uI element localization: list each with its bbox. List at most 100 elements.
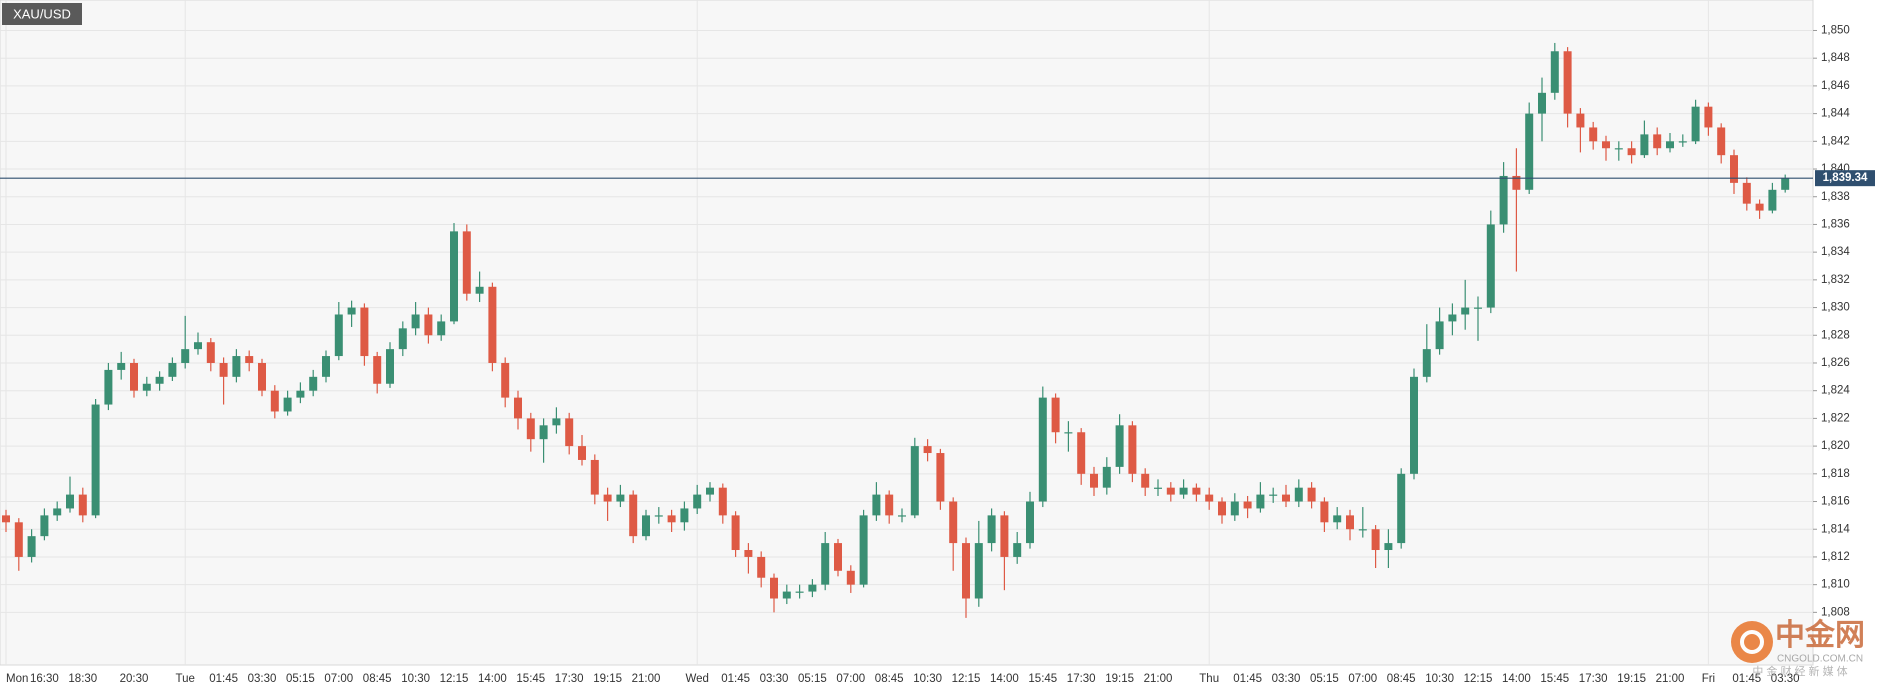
y-tick-label: 1,834 [1821,246,1850,258]
x-tick-label: 08:45 [363,673,392,685]
y-tick-label: 1,850 [1821,25,1850,37]
y-tick-label: 1,814 [1821,523,1850,535]
candle-body [104,369,113,405]
candle-body [1013,543,1022,557]
y-tick-label: 1,836 [1821,218,1850,230]
overlay-layer: 1,839.34 [0,170,1875,187]
candle-body [206,342,215,363]
y-tick-label: 1,848 [1821,52,1850,64]
candle-body [629,494,638,537]
candle-body [1397,473,1406,544]
x-tick-label: 07:00 [836,673,865,685]
candle-body [757,556,766,578]
candle-body [667,515,676,523]
candle-body [360,307,369,357]
candle-body [1269,494,1278,496]
candle-body [1742,182,1751,204]
symbol-badge [2,3,82,25]
candle-body [1755,203,1764,211]
candle-body [462,231,471,294]
candle-body [1230,501,1239,516]
x-tick-label: 14:00 [990,673,1019,685]
y-tick-label: 1,842 [1821,135,1850,147]
candle-body [885,494,894,516]
x-tick-label: 10:30 [1425,673,1454,685]
candle-body [1563,51,1572,114]
candle-body [782,591,791,599]
candle-body [1166,487,1175,495]
candle-body [450,231,458,322]
x-tick-label: 07:00 [324,673,353,685]
x-tick-label: 18:30 [68,673,97,685]
candle-body [1294,487,1303,502]
candle-body [962,543,970,599]
candle-body [936,453,945,502]
candle-body [1486,224,1495,308]
x-tick-label: 05:15 [798,673,827,685]
candle-body [386,349,394,384]
candle-body [1038,397,1047,502]
candle-body [1064,432,1073,434]
candle-body [1448,314,1457,322]
candle-body [91,404,100,516]
candle-body [1627,148,1636,156]
candle-body [770,577,778,599]
x-tick-label: Wed [685,673,708,685]
candle-body [744,550,753,557]
x-tick-label: 17:30 [555,673,584,685]
candle-body [1640,134,1649,156]
candle-body [1422,349,1431,377]
last-price-badge [1815,170,1875,187]
x-tick-label: 21:00 [1656,673,1685,685]
y-tick-label: 1,826 [1821,357,1850,369]
candle-body [1525,113,1534,190]
x-tick-label: 17:30 [1067,673,1096,685]
candle-body [155,376,164,384]
candle-body [898,515,906,517]
candle-body [296,390,305,398]
y-tick-label: 1,808 [1821,606,1850,618]
candle-body [258,362,266,391]
watermark-name: 中金网 [1775,618,1865,652]
watermark-domain: CNGOLD.COM.CN [1777,654,1863,665]
candle-body [1179,487,1188,495]
x-tick-label: 03:30 [760,673,789,685]
y-tick-label: 1,810 [1821,579,1850,591]
x-tick-label: 15:45 [1540,673,1569,685]
candle-body [27,536,36,557]
candle-body [718,487,727,516]
x-tick-label: 05:15 [1310,673,1339,685]
y-tick-label: 1,838 [1821,191,1850,203]
candle-body [117,362,126,370]
y-tick-label: 1,822 [1821,412,1850,424]
x-tick-label: 12:15 [1464,673,1493,685]
candle-body [514,397,522,419]
candle-body [322,356,330,377]
candle-body [1538,92,1546,114]
x-tick-label: 12:15 [952,673,981,685]
candle-body [1346,515,1354,530]
candle-layer [2,42,1790,618]
y-tick-label: 1,820 [1821,440,1850,452]
candle-body [1090,473,1098,488]
candle-body [1243,501,1252,509]
candle-body [834,543,842,571]
candle-body [1282,494,1290,502]
candle-body [706,487,714,495]
candle-body [1781,178,1790,190]
x-tick-label: 08:45 [875,673,904,685]
candle-body [347,307,356,315]
y-tick-label: 1,828 [1821,329,1850,341]
x-tick-label: 19:15 [1617,673,1646,685]
x-tick-label: 01:45 [1233,673,1262,685]
candle-body [795,591,804,593]
candle-body [1154,487,1162,489]
watermark-slogan: 中 金 财 经 新 媒 体 [1752,664,1847,678]
candle-body [14,522,23,557]
x-tick-label: 15:45 [516,673,545,685]
candle-body [1358,529,1367,531]
chart-title: XAU/USD [13,6,71,21]
candle-body [1474,307,1482,309]
x-tick-label: 10:30 [913,673,942,685]
